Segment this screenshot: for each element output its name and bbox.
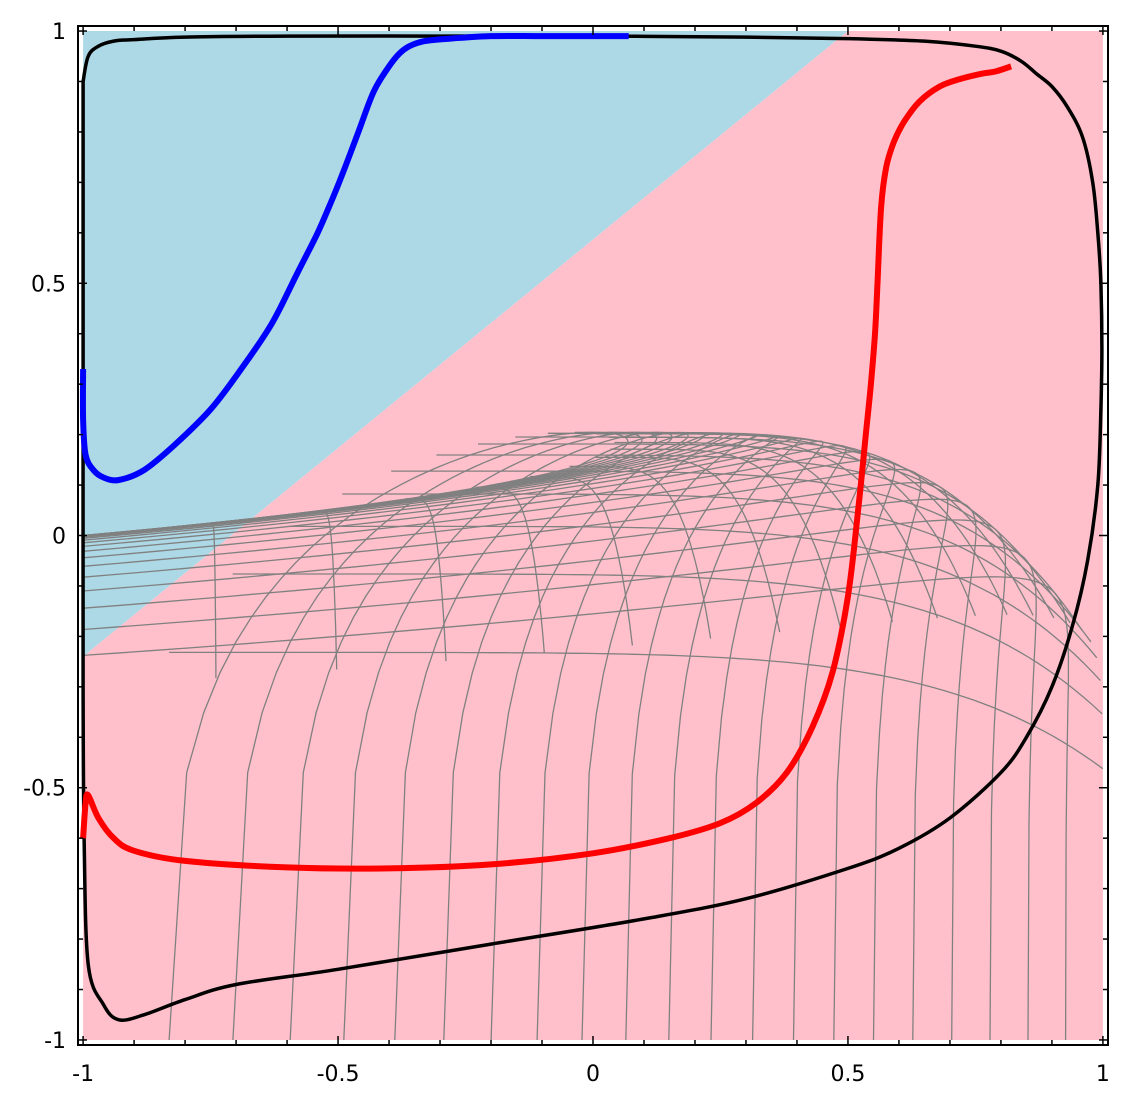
- mesh-line: [83, 432, 742, 1041]
- red-trajectory: [80, 63, 1013, 872]
- mesh-line: [83, 481, 949, 1041]
- mesh-line: [83, 444, 847, 1041]
- y-tick-label: -1: [44, 1029, 66, 1054]
- regions-layer: [83, 31, 1103, 1040]
- mesh-line: [83, 498, 977, 1041]
- x-tick-label: 0: [586, 1062, 600, 1087]
- mesh-line: [83, 519, 1007, 1041]
- series-layer: [79, 32, 1104, 1022]
- x-tick-label: -1: [72, 1062, 94, 1087]
- blue-trajectory: [79, 32, 629, 484]
- y-tick-label: 1: [52, 20, 66, 45]
- pink-region: [83, 31, 1103, 1040]
- x-tick-label: 1: [1096, 1062, 1110, 1087]
- y-tick-label: 0.5: [31, 272, 66, 297]
- mesh-line: [83, 450, 871, 1041]
- mesh-line: [83, 432, 724, 1041]
- mesh-line: [83, 435, 782, 1041]
- mesh-line: [83, 458, 896, 1041]
- mesh-line: [83, 437, 802, 1041]
- x-tick-label: 0.5: [830, 1062, 865, 1087]
- mesh-line: [83, 576, 1070, 1041]
- mesh-line: [83, 440, 824, 1041]
- mesh-line: [83, 544, 1037, 1041]
- y-tick-label: -0.5: [23, 777, 66, 802]
- mesh-layer: [83, 431, 1104, 1041]
- ticks-layer: -1 -0.5 0 0.5 1 -1 -0.5 0 0.5 1: [23, 20, 1110, 1087]
- x-tick-label: -0.5: [317, 1062, 360, 1087]
- mesh-line: [83, 468, 922, 1041]
- mesh-line: [83, 433, 761, 1041]
- y-tick-label: 0: [52, 525, 66, 550]
